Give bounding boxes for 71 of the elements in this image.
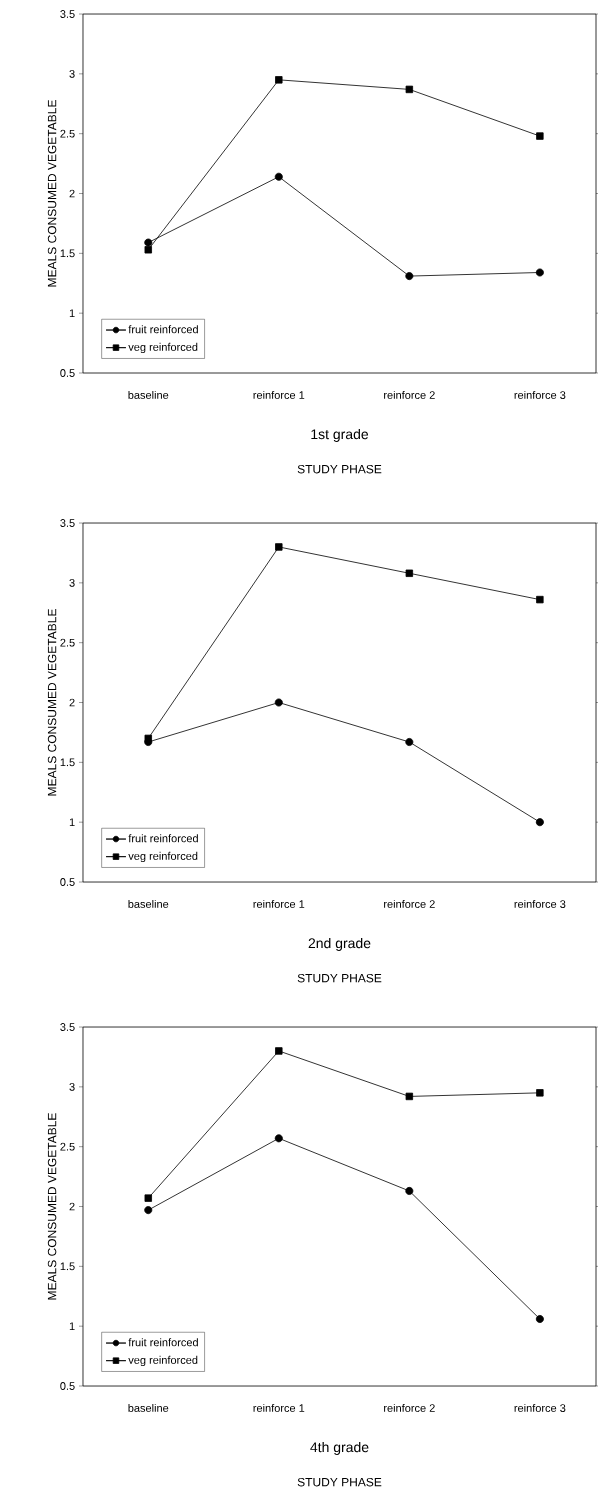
point: [144, 246, 152, 254]
legend-label: veg reinforced: [128, 851, 198, 863]
legend-label: fruit reinforced: [128, 1338, 198, 1347]
text: 4th grade: [310, 1441, 369, 1455]
point: [144, 734, 152, 743]
y-tick-label: 1: [69, 1322, 75, 1330]
y-tick-label: 2: [69, 1202, 75, 1211]
y-tick-label: 2.5: [60, 129, 75, 138]
y-tick-label: 3.5: [60, 519, 75, 527]
text: 2nd grade: [308, 937, 371, 951]
x-tick-label: baseline: [128, 899, 169, 908]
x-tick-label: reinforce 2: [384, 899, 435, 908]
x-tick-label: reinforce 3: [514, 1403, 566, 1412]
y-tick-label: 1.5: [60, 1262, 75, 1271]
y-axis-title: MEALS CONSUMED VEGETABLE: [47, 100, 57, 287]
x-tick-label: reinforce 2: [384, 1403, 435, 1412]
point: [536, 132, 544, 140]
legend-label: veg reinforced: [128, 342, 198, 354]
legend-label: fruit reinforced: [128, 834, 198, 843]
point: [405, 569, 414, 577]
y-tick-label: 3.5: [60, 10, 75, 18]
x-tick-label: reinforce 1: [253, 899, 305, 908]
point: [405, 85, 414, 94]
point: [535, 268, 544, 277]
y-tick-label: 2: [69, 189, 75, 198]
point: [536, 595, 544, 604]
point: [274, 1134, 283, 1143]
y-tick-label: 3.5: [60, 1023, 75, 1031]
y-tick-label: 2: [69, 698, 75, 707]
y-tick-label: 0.5: [60, 878, 75, 886]
point: [275, 543, 283, 551]
point: [535, 1315, 544, 1323]
y-tick-label: 0.5: [60, 1382, 75, 1390]
point: [536, 1089, 544, 1097]
point: [405, 738, 414, 747]
x-tick-label: baseline: [128, 390, 169, 399]
y-tick-label: 3: [69, 578, 75, 587]
x-tick-label: reinforce 3: [514, 390, 566, 399]
x-tick-label: baseline: [128, 1403, 169, 1412]
point: [405, 1092, 414, 1101]
x-tick-label: reinforce 1: [253, 390, 305, 399]
point: [274, 698, 283, 707]
x-axis-title: STUDY PHASE: [297, 1477, 382, 1487]
y-tick-label: 0.5: [60, 369, 75, 377]
point: [405, 1186, 414, 1195]
legend-label: fruit reinforced: [128, 325, 198, 334]
x-tick-label: reinforce 3: [514, 899, 566, 908]
point: [274, 172, 283, 181]
y-tick-label: 1.5: [60, 249, 75, 258]
y-axis-title: MEALS CONSUMED VEGETABLE: [47, 1113, 57, 1300]
legend-label: veg reinforced: [128, 1355, 198, 1367]
point: [144, 1206, 153, 1215]
y-tick-label: 1: [69, 309, 75, 317]
y-axis-title: MEALS CONSUMED VEGETABLE: [47, 609, 57, 796]
point: [535, 818, 544, 827]
y-tick-label: 2.5: [60, 638, 75, 647]
x-tick-label: reinforce 2: [384, 390, 435, 399]
point: [405, 272, 414, 281]
y-tick-label: 3: [69, 69, 75, 78]
point: [144, 1194, 152, 1202]
point: [275, 76, 283, 84]
y-tick-label: 1: [69, 818, 75, 826]
point: [144, 238, 153, 247]
x-axis-title: STUDY PHASE: [297, 464, 382, 474]
point: [275, 1047, 283, 1055]
x-tick-label: reinforce 1: [253, 1403, 305, 1412]
x-axis-title: STUDY PHASE: [297, 973, 382, 983]
y-tick-label: 3: [69, 1082, 75, 1091]
text: 1st grade: [311, 428, 369, 442]
y-tick-label: 2.5: [60, 1142, 75, 1151]
y-tick-label: 1.5: [60, 758, 75, 767]
